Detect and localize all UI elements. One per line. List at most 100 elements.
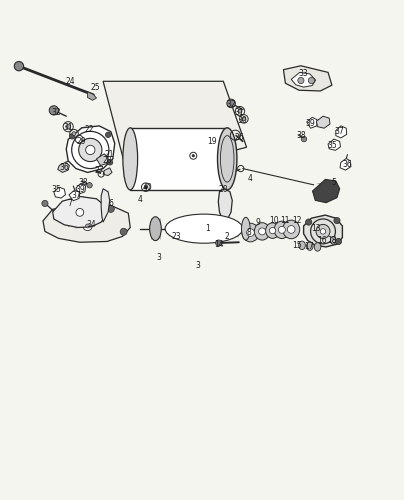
Circle shape: [69, 134, 75, 139]
Circle shape: [246, 228, 255, 236]
Polygon shape: [97, 154, 108, 166]
Circle shape: [14, 62, 23, 71]
Circle shape: [269, 228, 276, 234]
Text: 35: 35: [52, 186, 61, 194]
Circle shape: [79, 138, 102, 162]
Ellipse shape: [330, 236, 336, 244]
Ellipse shape: [217, 128, 237, 190]
Circle shape: [320, 228, 326, 234]
Text: 32: 32: [226, 100, 236, 109]
Circle shape: [242, 117, 246, 121]
Polygon shape: [336, 126, 347, 138]
Ellipse shape: [283, 220, 300, 239]
Polygon shape: [340, 158, 351, 170]
Text: 32: 32: [52, 108, 61, 117]
Text: 39: 39: [75, 184, 85, 194]
Text: 40: 40: [143, 184, 153, 192]
FancyBboxPatch shape: [130, 128, 227, 190]
Polygon shape: [76, 184, 86, 194]
Text: 36: 36: [343, 160, 352, 169]
Polygon shape: [218, 188, 232, 220]
Ellipse shape: [299, 241, 305, 250]
Text: 24: 24: [65, 77, 75, 86]
Text: 3: 3: [157, 254, 162, 262]
Text: 16: 16: [318, 236, 327, 245]
Polygon shape: [103, 168, 112, 175]
Text: 1: 1: [206, 224, 210, 233]
Circle shape: [308, 78, 314, 84]
Text: 4: 4: [137, 195, 142, 204]
Text: 38: 38: [296, 131, 306, 140]
Polygon shape: [101, 188, 110, 222]
Circle shape: [287, 226, 295, 234]
Ellipse shape: [307, 242, 313, 250]
Text: 8: 8: [246, 228, 251, 237]
Polygon shape: [313, 180, 340, 203]
Text: 28: 28: [102, 156, 112, 166]
Text: 18: 18: [327, 236, 337, 245]
Polygon shape: [103, 82, 246, 178]
Ellipse shape: [165, 214, 243, 243]
Circle shape: [335, 238, 342, 244]
Circle shape: [298, 78, 304, 84]
Text: 7: 7: [68, 199, 73, 208]
Text: 29: 29: [77, 137, 86, 146]
Polygon shape: [307, 118, 317, 128]
Circle shape: [66, 124, 71, 129]
Circle shape: [87, 182, 92, 188]
Text: 2: 2: [225, 232, 229, 241]
Polygon shape: [291, 72, 316, 87]
Circle shape: [76, 208, 84, 216]
Text: 19: 19: [207, 137, 217, 146]
Text: 17: 17: [304, 242, 314, 252]
Text: 35: 35: [327, 141, 337, 150]
Text: 6: 6: [108, 199, 113, 208]
Text: 39: 39: [306, 120, 316, 128]
Polygon shape: [43, 204, 130, 242]
Polygon shape: [284, 66, 332, 91]
Text: 37: 37: [71, 191, 81, 200]
Text: 36: 36: [59, 164, 69, 172]
Circle shape: [120, 228, 127, 235]
Circle shape: [58, 206, 65, 214]
Text: 9: 9: [256, 218, 261, 228]
Ellipse shape: [314, 242, 321, 251]
Circle shape: [49, 106, 59, 115]
Polygon shape: [316, 116, 330, 128]
Circle shape: [42, 200, 48, 206]
Text: 37: 37: [335, 127, 345, 136]
Text: 33: 33: [298, 69, 308, 78]
Ellipse shape: [242, 223, 259, 242]
Text: 34: 34: [86, 220, 96, 230]
Circle shape: [192, 154, 194, 157]
Text: 13: 13: [311, 224, 321, 233]
Circle shape: [107, 160, 113, 165]
Text: 31: 31: [234, 108, 244, 117]
Text: 10: 10: [269, 216, 279, 226]
Polygon shape: [88, 92, 97, 100]
Text: 23: 23: [172, 232, 182, 241]
Circle shape: [107, 206, 114, 212]
Polygon shape: [53, 196, 106, 228]
Text: 12: 12: [292, 216, 302, 226]
Polygon shape: [69, 190, 80, 200]
Circle shape: [259, 228, 265, 235]
Ellipse shape: [255, 222, 270, 240]
Text: 11: 11: [281, 216, 290, 226]
Text: 15: 15: [292, 241, 302, 250]
Polygon shape: [54, 187, 65, 198]
Text: 30: 30: [238, 116, 248, 124]
Circle shape: [83, 222, 92, 230]
Polygon shape: [304, 215, 343, 247]
Circle shape: [72, 132, 76, 136]
Circle shape: [86, 146, 95, 154]
Ellipse shape: [265, 223, 280, 238]
Polygon shape: [58, 162, 69, 172]
Text: 26: 26: [234, 133, 244, 142]
Text: 14: 14: [215, 240, 224, 248]
Text: 31: 31: [63, 124, 73, 132]
Circle shape: [278, 226, 285, 234]
Text: 27: 27: [95, 166, 104, 175]
Circle shape: [144, 186, 147, 188]
Text: 5: 5: [331, 178, 336, 186]
